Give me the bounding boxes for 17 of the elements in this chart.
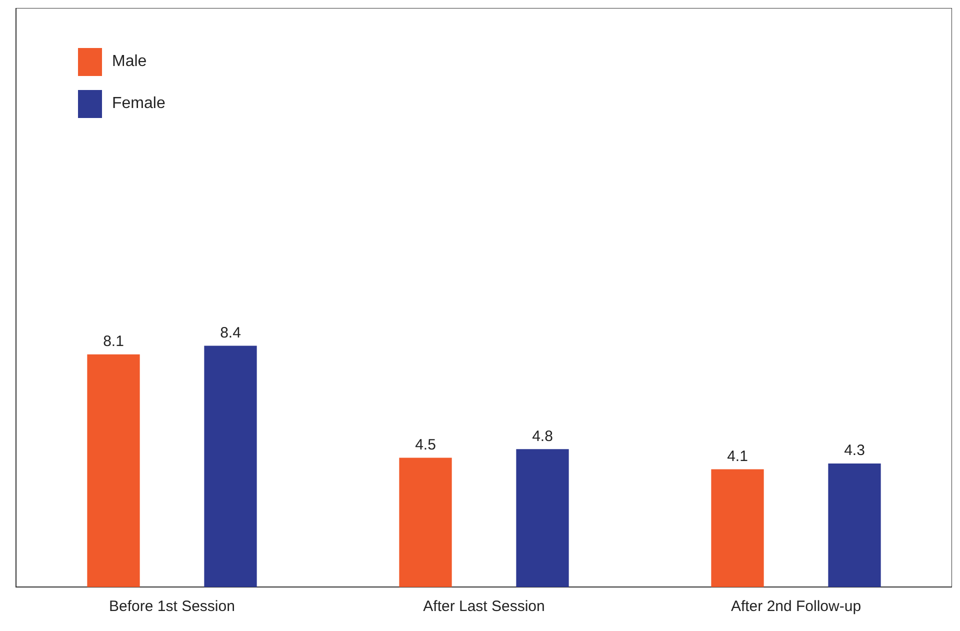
data-label: 8.4 <box>220 324 241 342</box>
x-tick-label: After Last Session <box>423 598 545 616</box>
bar <box>87 354 140 587</box>
legend-label: Male <box>112 53 147 71</box>
bar <box>516 449 569 587</box>
bar <box>399 458 452 587</box>
x-tick-label: Before 1st Session <box>109 598 235 616</box>
x-tick-label: After 2nd Follow-up <box>730 598 862 616</box>
bar <box>711 469 764 587</box>
data-label: 8.1 <box>103 333 124 350</box>
data-label: 4.3 <box>844 442 865 460</box>
bar <box>828 464 881 587</box>
data-label: 4.8 <box>532 428 553 445</box>
data-label: 4.5 <box>415 436 436 454</box>
bar <box>204 346 257 587</box>
legend-label: Female <box>112 95 166 113</box>
data-label: 4.1 <box>727 448 748 465</box>
